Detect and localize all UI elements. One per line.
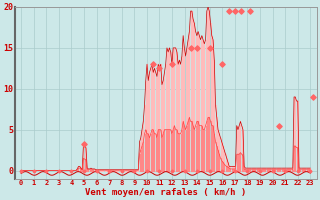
Point	[310, 95, 315, 99]
Point	[238, 9, 244, 13]
Point	[276, 124, 281, 127]
Point	[247, 9, 252, 13]
Point	[195, 46, 200, 49]
Point	[207, 46, 212, 49]
Point	[151, 63, 156, 66]
Point	[157, 67, 162, 70]
Point	[188, 46, 193, 49]
Point	[220, 63, 225, 66]
X-axis label: Vent moyen/en rafales ( km/h ): Vent moyen/en rafales ( km/h )	[85, 188, 246, 197]
Point	[232, 9, 237, 13]
Point	[169, 63, 174, 66]
Point	[226, 9, 231, 13]
Point	[81, 143, 86, 146]
